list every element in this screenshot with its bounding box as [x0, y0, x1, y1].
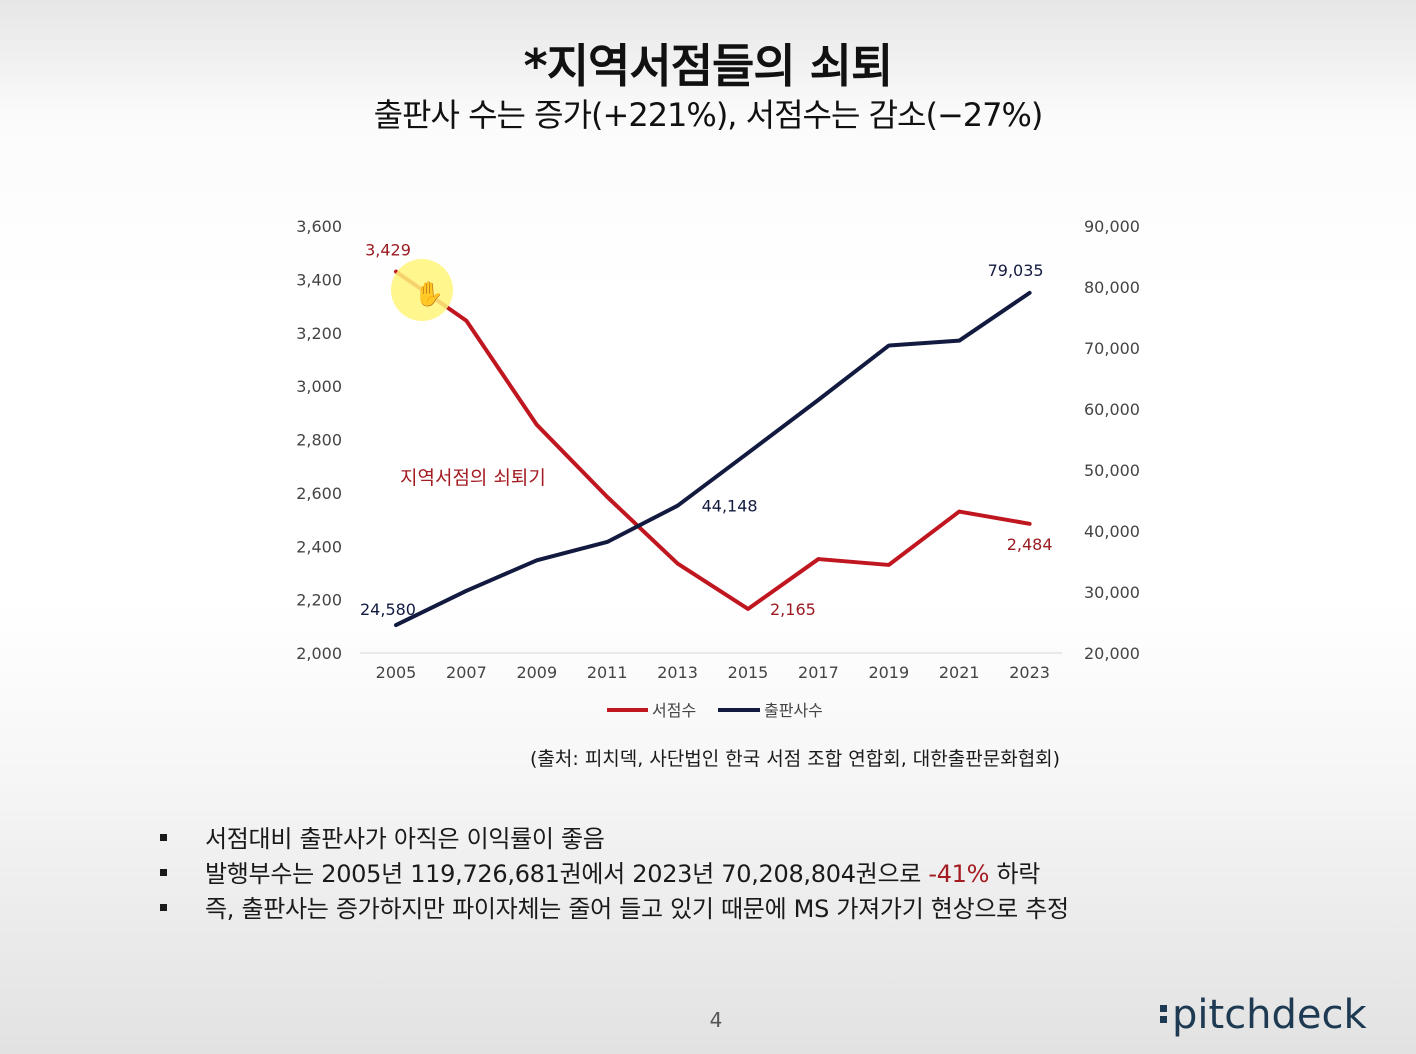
bullet-square-icon	[160, 868, 167, 876]
right-axis-tick-label: 90,000	[1084, 217, 1140, 236]
data-label: 2,165	[770, 600, 816, 619]
left-axis-tick-label: 2,200	[296, 591, 342, 610]
right-axis-tick-label: 40,000	[1084, 522, 1140, 541]
right-axis-tick-label: 60,000	[1084, 400, 1140, 419]
bullet-square-icon	[160, 833, 167, 841]
bullet-item: 서점대비 출판사가 아직은 이익률이 좋음	[160, 822, 1069, 857]
bullet-item: 즉, 출판사는 증가하지만 파이자체는 줄어 들고 있기 때문에 MS 가져가기…	[160, 892, 1069, 927]
hand-cursor-icon: ✋	[414, 280, 444, 308]
x-axis-tick-label: 2011	[587, 663, 628, 682]
source-note: (출처: 피치덱, 사단법인 한국 서점 조합 연합회, 대한출판문화협회)	[530, 748, 1061, 770]
right-axis-tick-label: 70,000	[1084, 339, 1140, 358]
slide-subtitle: 출판사 수는 증가(+221%), 서점수는 감소(−27%)	[373, 96, 1044, 134]
left-axis-tick-label: 2,400	[296, 537, 342, 556]
bullet-text: 하락	[989, 860, 1041, 888]
data-label: 2,484	[1007, 535, 1053, 554]
highlight-text: -41%	[928, 860, 990, 888]
bullet-text: 발행부수는 2005년 119,726,681권에서 2023년 70,208,…	[205, 860, 929, 888]
data-label: 79,035	[988, 261, 1044, 280]
left-axis-tick-label: 2,600	[296, 484, 342, 503]
slide-title: *지역서점들의 쇠퇴	[523, 39, 894, 93]
data-label: 24,580	[360, 600, 416, 619]
line-chart: 3,600 3,400 3,200 3,000 2,800 2,600 2,400 2,200…	[296, 217, 1140, 720]
pitchdeck-logo: pitchdeck	[1160, 992, 1367, 1038]
left-axis-tick-label: 2,800	[296, 431, 342, 450]
chart-annotation: 지역서점의 쇠퇴기	[400, 467, 546, 489]
logo-dots-icon	[1160, 1001, 1168, 1027]
data-label: 44,148	[702, 497, 758, 516]
right-axis-tick-label: 80,000	[1084, 278, 1140, 297]
legend-label-publisher: 출판사수	[764, 701, 823, 720]
x-axis-tick-label: 2005	[376, 663, 417, 682]
left-axis-tick-label: 3,000	[296, 377, 342, 396]
x-axis-tick-label: 2017	[798, 663, 839, 682]
bullet-square-icon	[160, 903, 167, 911]
x-axis-tick-label: 2019	[868, 663, 909, 682]
bookstore-count-line	[394, 269, 1032, 611]
publisher-count-line	[394, 290, 1032, 628]
left-axis-tick-label: 2,000	[296, 644, 342, 663]
logo-text: pitchdeck	[1172, 992, 1367, 1038]
left-axis-tick-label: 3,400	[296, 270, 342, 289]
left-axis-tick-label: 3,600	[296, 217, 342, 236]
x-axis-tick-label: 2009	[516, 663, 557, 682]
x-axis-tick-label: 2023	[1009, 663, 1050, 682]
left-axis-tick-label: 3,200	[296, 324, 342, 343]
x-axis-tick-label: 2007	[446, 663, 487, 682]
bullet-text: 즉, 출판사는 증가하지만 파이자체는 줄어 들고 있기 때문에 MS 가져가기…	[205, 895, 1069, 923]
right-axis-tick-label: 20,000	[1084, 644, 1140, 663]
right-axis-tick-label: 30,000	[1084, 583, 1140, 602]
x-axis-tick-label: 2015	[728, 663, 769, 682]
bullet-item: 발행부수는 2005년 119,726,681권에서 2023년 70,208,…	[160, 857, 1069, 892]
right-axis-tick-label: 50,000	[1084, 461, 1140, 480]
x-axis-tick-label: 2013	[657, 663, 698, 682]
bullet-text: 서점대비 출판사가 아직은 이익률이 좋음	[205, 825, 605, 853]
legend-label-bookstore: 서점수	[652, 701, 696, 720]
x-axis-tick-label: 2021	[939, 663, 980, 682]
page-number: 4	[709, 1008, 723, 1032]
cursor-highlight	[391, 259, 453, 321]
data-label: 3,429	[365, 241, 411, 260]
